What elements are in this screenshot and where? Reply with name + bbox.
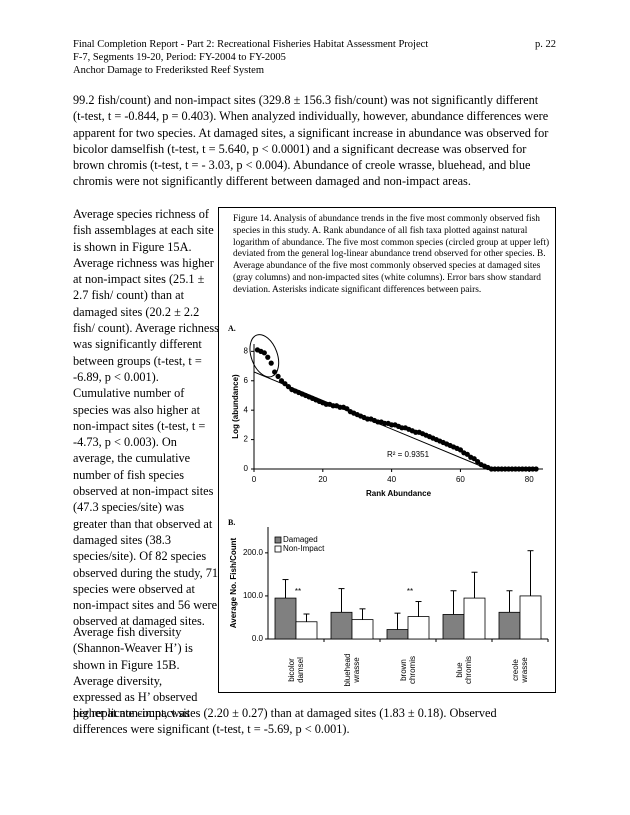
x-tick-label: brown chromis — [399, 656, 417, 685]
page-number: p. 22 — [535, 39, 556, 50]
x-tick-label: bicolor damsel — [287, 657, 305, 683]
panel-label: A. — [228, 324, 236, 333]
y-axis-label: Log (abundance) — [231, 374, 240, 439]
x-tick-label: 40 — [387, 475, 396, 484]
bar — [498, 611, 521, 640]
bar — [407, 616, 430, 640]
legend-swatch — [274, 545, 282, 553]
x-tick-label: 20 — [318, 475, 327, 484]
y-tick-label: 0 — [244, 464, 249, 473]
data-point — [533, 466, 539, 472]
paragraph: Average fish diversity (Shannon-Weaver H… — [73, 625, 198, 721]
legend-label: Non-Impact — [283, 544, 325, 553]
bar — [386, 629, 409, 640]
bar — [295, 621, 318, 640]
paragraph: higher at non-impact sites (2.20 ± 0.27)… — [73, 706, 497, 737]
y-tick-label: 200.0 — [243, 548, 264, 557]
bar — [351, 619, 374, 640]
y-tick-label: 2 — [244, 435, 249, 444]
header-line: Final Completion Report - Part 2: Recrea… — [73, 39, 429, 50]
bar — [519, 595, 542, 640]
x-tick-label: 0 — [252, 475, 257, 484]
header-line: Anchor Damage to Frederiksted Reef Syste… — [73, 65, 264, 76]
x-tick-label: 80 — [525, 475, 534, 484]
y-tick-label: 4 — [244, 405, 249, 414]
legend-swatch — [274, 536, 282, 544]
data-point — [471, 456, 477, 462]
data-point — [344, 406, 350, 412]
y-tick-label: 6 — [244, 376, 249, 385]
x-axis-label: Rank Abundance — [366, 489, 432, 498]
data-point — [457, 447, 464, 453]
data-point — [261, 350, 267, 356]
y-tick-label: 0.0 — [252, 634, 264, 643]
data-point — [268, 360, 274, 366]
bar — [274, 597, 297, 640]
y-tick-label: 100.0 — [243, 591, 264, 600]
paragraph: Average species richness of fish assembl… — [73, 207, 219, 629]
x-tick-label: bluehead wrasse — [343, 653, 361, 687]
y-tick-label: 8 — [244, 346, 249, 355]
paragraph: 99.2 fish/count) and non-impact sites (3… — [73, 93, 549, 189]
bar — [330, 611, 353, 640]
data-point — [475, 459, 481, 465]
figure-frame — [218, 207, 556, 693]
highlight-circle — [249, 334, 280, 378]
bar — [463, 597, 486, 640]
bar — [442, 614, 465, 640]
r-squared: R² = 0.9351 — [387, 450, 430, 459]
data-point — [278, 378, 285, 384]
data-point — [285, 384, 292, 390]
header-line: F-7, Segments 19-20, Period: FY-2004 to … — [73, 52, 286, 63]
x-tick-label: 60 — [456, 475, 465, 484]
y-axis-label: Average No. Fish/Count — [229, 537, 238, 628]
data-point — [275, 373, 281, 379]
legend-label: Damaged — [283, 535, 318, 544]
x-tick-label: creole wrasse — [511, 657, 529, 683]
significance-mark: ** — [407, 587, 413, 596]
x-tick-label: blue chromis — [455, 656, 473, 685]
data-point — [265, 354, 271, 360]
data-point — [464, 451, 470, 457]
data-point — [282, 381, 288, 387]
panel-label: B. — [228, 518, 235, 527]
data-point — [272, 369, 278, 375]
significance-mark: ** — [295, 587, 301, 596]
figure-caption: Figure 14. Analysis of abundance trends … — [233, 214, 550, 295]
